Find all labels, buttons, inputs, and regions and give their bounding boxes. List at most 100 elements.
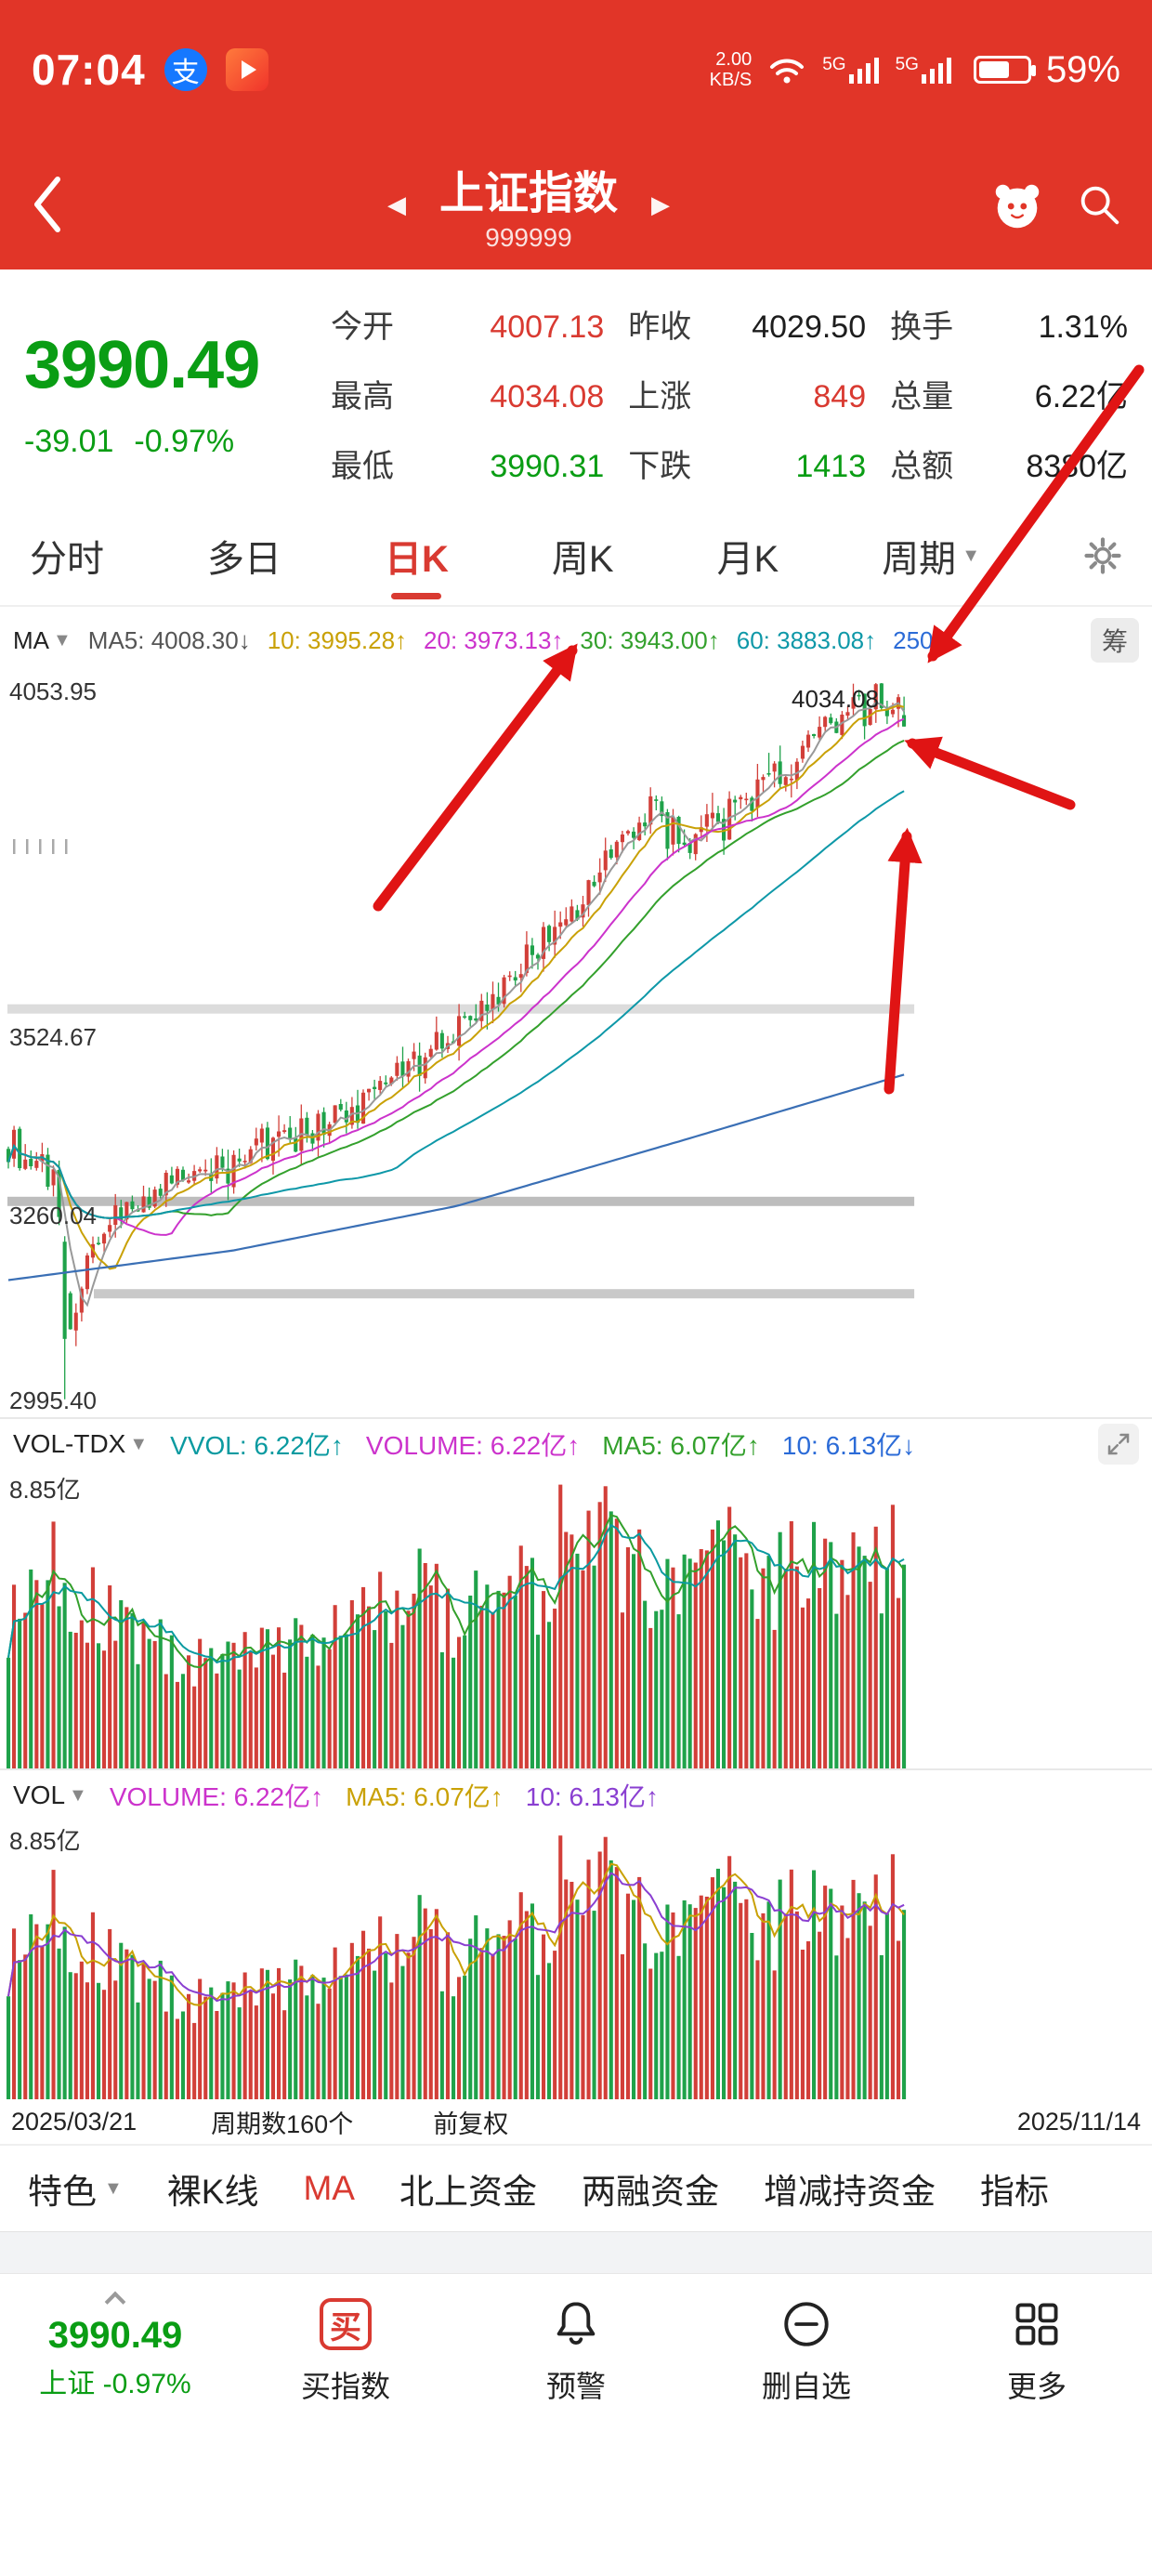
tab-holdings-change-funds[interactable]: 增减持资金 <box>763 2173 936 2211</box>
end-date: 2025/11/14 <box>1016 2107 1141 2136</box>
chevron-down-icon: ▼ <box>962 545 980 566</box>
status-bar: 07:04 支 2.00 KB/S 5G 5G <box>0 0 1152 139</box>
alipay-notification-icon: 支 <box>164 48 207 91</box>
tab-features[interactable]: 特色 ▼ <box>28 2173 123 2211</box>
vol-chart[interactable]: 8.85亿 <box>0 1820 1152 2099</box>
vol-tdx-chart[interactable]: 8.85亿 <box>0 1469 1152 1768</box>
grid-more-icon <box>1015 2303 1058 2346</box>
collapse-chevron-icon <box>104 2291 126 2313</box>
quote-cell-amount: 总额 8380亿 <box>890 449 1128 484</box>
vol-tdx-selector[interactable]: VOL-TDX ▼ <box>13 1429 149 1458</box>
back-button[interactable] <box>28 172 69 237</box>
tab-margin-funds[interactable]: 两融资金 <box>581 2173 719 2211</box>
price-change: -39.01 -0.97% <box>24 424 331 460</box>
tab-northbound-funds[interactable]: 北上资金 <box>399 2173 537 2211</box>
ma-indicator-row: MA ▼ MA5: 4008.30↓ 10: 3995.28↑ 20: 3973.… <box>0 605 1152 674</box>
vol-ma5-value: MA5: 6.07亿↑ <box>602 1431 760 1460</box>
feature-tab-bar: 特色 ▼ 裸K线 MA 北上资金 两融资金 增减持资金 指标 <box>0 2144 1152 2231</box>
battery-icon <box>973 56 1036 84</box>
index-summary-button[interactable]: 3990.49 上证 -0.97% <box>0 2291 230 2401</box>
battery-percent: 59% <box>1045 48 1120 90</box>
buy-icon: 买 <box>320 2298 372 2350</box>
net-speed-unit: KB/S <box>709 70 753 90</box>
prev-stock-button[interactable]: ◀ <box>386 190 406 218</box>
quote-cell-prev-close: 昨收 4029.50 <box>628 309 867 345</box>
tab-multiday[interactable]: 多日 <box>206 539 281 580</box>
remove-watchlist-button[interactable]: 删自选 <box>691 2294 922 2406</box>
vvol-value: VVOL: 6.22亿↑ <box>170 1431 344 1460</box>
tab-indicators[interactable]: 指标 <box>979 2173 1049 2211</box>
net-speed-value: 2.00 <box>715 49 753 70</box>
search-icon[interactable] <box>1074 179 1124 230</box>
signal-bars-icon <box>921 58 951 84</box>
chevron-down-icon: ▼ <box>69 1784 87 1806</box>
signal-sim1: 5G <box>822 56 880 84</box>
mascot-assistant-icon[interactable] <box>988 178 1046 230</box>
quote-cell-advancers: 上涨 849 <box>628 379 867 414</box>
wifi-icon <box>770 59 805 84</box>
bottom-index-change: 上证 -0.97% <box>39 2369 191 2399</box>
vol-max-label: 8.85亿 <box>9 1476 81 1504</box>
vol-ma5-value: MA5: 6.07亿↑ <box>346 1782 504 1811</box>
change-percent: -0.97% <box>134 424 235 459</box>
buy-index-button[interactable]: 买 买指数 <box>230 2294 461 2406</box>
quote-cell-low: 最低 3990.31 <box>331 449 605 484</box>
ma250-value: 250: <box>893 625 940 654</box>
tab-naked-kline[interactable]: 裸K线 <box>166 2173 259 2211</box>
section-divider <box>0 2231 1152 2274</box>
change-value: -39.01 <box>24 424 114 459</box>
quote-panel: 3990.49 -39.01 -0.97% 今开 4007.13 昨收 4029.5… <box>0 269 1152 506</box>
start-date: 2025/03/21 <box>11 2107 137 2136</box>
kline-chart[interactable]: 4053.95 3524.67 3260.04 2995.40 4034.08 <box>0 674 1152 1417</box>
tab-timeline[interactable]: 分时 <box>30 539 104 580</box>
high-price-label: 4034.08 <box>792 685 879 713</box>
next-stock-button[interactable]: ▶ <box>651 190 670 218</box>
clock: 07:04 <box>32 46 146 94</box>
vol-max-label: 8.85亿 <box>9 1827 81 1855</box>
y-axis-mid1-label: 3524.67 <box>9 1023 97 1051</box>
tab-ma[interactable]: MA <box>303 2169 355 2207</box>
chart-footer-row: 2025/03/21 周期数160个 前复权 2025/11/14 <box>0 2099 1152 2144</box>
page-title: 上证指数 <box>439 169 618 218</box>
expand-icon <box>1107 1433 1130 1455</box>
tab-weekly-k[interactable]: 周K <box>551 539 614 580</box>
ma60-value: 60: 3883.08↑ <box>736 625 877 654</box>
volume-bars-plot <box>7 1484 907 1768</box>
chevron-down-icon: ▼ <box>129 1433 149 1454</box>
volume-value: VOLUME: 6.22亿↑ <box>109 1782 324 1811</box>
more-button[interactable]: 更多 <box>922 2294 1152 2406</box>
play-icon <box>241 60 256 79</box>
last-price: 3990.49 <box>24 328 260 402</box>
minus-circle-icon <box>784 2302 829 2346</box>
vol-ma10-value: 10: 6.13亿↓ <box>781 1431 916 1460</box>
y-axis-min-label: 2995.40 <box>9 1387 97 1414</box>
quote-cell-volume: 总量 6.22亿 <box>890 379 1128 414</box>
signal-bars-icon <box>848 58 879 84</box>
signal-sim2: 5G <box>896 56 953 84</box>
stock-code: 999999 <box>485 223 572 252</box>
ma-selector[interactable]: MA ▼ <box>13 625 72 654</box>
chip-distribution-button[interactable]: 筹 <box>1090 618 1139 663</box>
volume-bars-plot <box>7 1835 907 2099</box>
y-axis-max-label: 4053.95 <box>9 677 97 705</box>
tab-daily-k[interactable]: 日K <box>385 529 449 583</box>
sim1-5g-label: 5G <box>822 55 846 74</box>
tab-period-selector[interactable]: 周期 ▼ <box>882 539 980 580</box>
quote-cell-open: 今开 4007.13 <box>331 309 605 345</box>
period-tab-bar: 分时 多日 日K 周K 月K 周期 ▼ <box>0 506 1152 605</box>
network-speed: 2.00 KB/S <box>710 49 753 90</box>
bottom-nav-bar: 3990.49 上证 -0.97% 买 买指数 预警 删自选 <box>0 2274 1152 2541</box>
bell-icon <box>556 2302 596 2346</box>
tab-monthly-k[interactable]: 月K <box>716 539 779 580</box>
ma20-value: 20: 3973.13↑ <box>424 625 564 654</box>
alert-button[interactable]: 预警 <box>461 2294 691 2406</box>
bottom-index-price: 3990.49 <box>47 2315 183 2356</box>
vol-header: VOL ▼ VOLUME: 6.22亿↑ MA5: 6.07亿↑ 10: 6.13… <box>0 1768 1152 1820</box>
adjust-mode[interactable]: 前复权 <box>433 2109 509 2138</box>
expand-fullscreen-button[interactable] <box>1098 1424 1139 1465</box>
vol-selector[interactable]: VOL ▼ <box>13 1781 87 1809</box>
period-count: 周期数160个 <box>211 2109 354 2138</box>
chevron-down-icon: ▼ <box>53 629 72 651</box>
stock-title-block: 上证指数 999999 <box>439 156 618 253</box>
settings-gear-icon[interactable] <box>1083 536 1122 575</box>
